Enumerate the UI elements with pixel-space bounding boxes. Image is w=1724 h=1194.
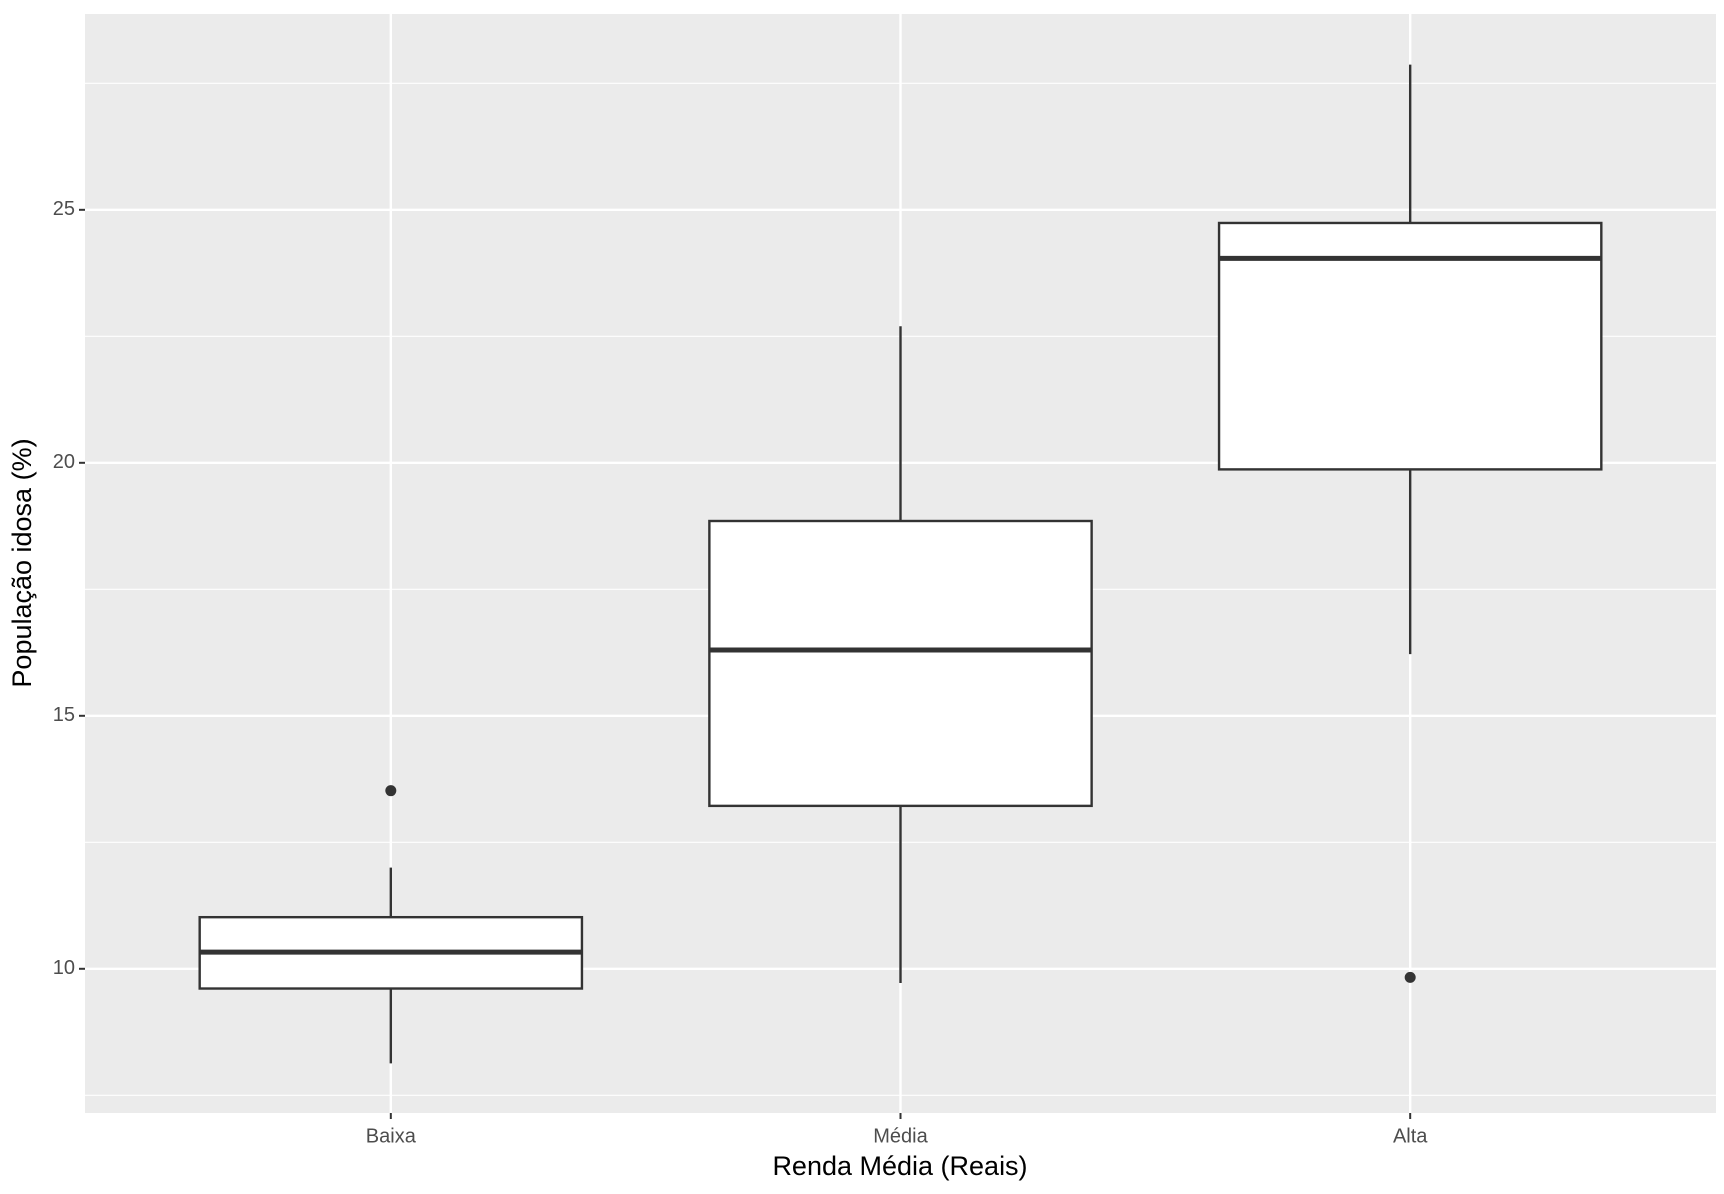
outlier (1404, 971, 1416, 983)
x-tick-label: Baixa (366, 1125, 417, 1147)
y-tick-label: 10 (53, 957, 75, 979)
x-axis-title: Renda Média (Reais) (772, 1151, 1027, 1181)
box (708, 519, 1093, 808)
x-tick-label: Alta (1393, 1125, 1428, 1147)
box (1217, 221, 1603, 471)
outlier (385, 785, 397, 797)
y-tick-label: 20 (53, 451, 75, 473)
x-tick-label: Média (873, 1125, 928, 1147)
y-tick-label: 25 (53, 198, 75, 220)
y-tick-label: 15 (53, 704, 75, 726)
y-axis-title: População idosa (%) (7, 438, 37, 687)
